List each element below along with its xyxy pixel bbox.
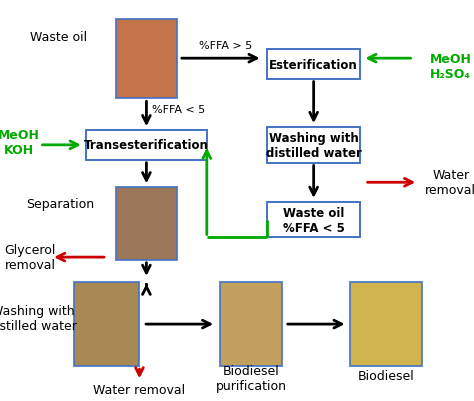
Text: MeOH
H₂SO₄: MeOH H₂SO₄: [430, 53, 472, 81]
Text: Biodiesel: Biodiesel: [357, 369, 414, 382]
Text: %FFA < 5: %FFA < 5: [153, 105, 206, 115]
FancyBboxPatch shape: [267, 50, 360, 80]
FancyBboxPatch shape: [116, 20, 177, 98]
Text: Transesterification: Transesterification: [84, 139, 209, 152]
Text: Washing with
distilled water: Washing with distilled water: [0, 304, 77, 332]
FancyBboxPatch shape: [267, 203, 360, 238]
Text: MeOH
KOH: MeOH KOH: [0, 128, 40, 156]
FancyBboxPatch shape: [116, 188, 177, 260]
Text: Waste oil: Waste oil: [29, 31, 87, 44]
FancyBboxPatch shape: [74, 282, 139, 367]
Text: %FFA > 5: %FFA > 5: [199, 41, 252, 51]
Text: Waste oil
%FFA < 5: Waste oil %FFA < 5: [283, 206, 345, 234]
Text: Glycerol
removal: Glycerol removal: [5, 243, 56, 271]
Text: Separation: Separation: [27, 198, 94, 211]
FancyBboxPatch shape: [86, 131, 207, 160]
FancyBboxPatch shape: [219, 282, 283, 367]
FancyBboxPatch shape: [350, 282, 422, 367]
FancyBboxPatch shape: [267, 128, 360, 163]
Text: Washing with
distilled water: Washing with distilled water: [266, 132, 362, 160]
Text: Water
removal: Water removal: [425, 169, 474, 197]
Text: Esterification: Esterification: [269, 59, 358, 71]
Text: Biodiesel
purification: Biodiesel purification: [216, 364, 286, 392]
Text: Water removal: Water removal: [93, 383, 185, 397]
